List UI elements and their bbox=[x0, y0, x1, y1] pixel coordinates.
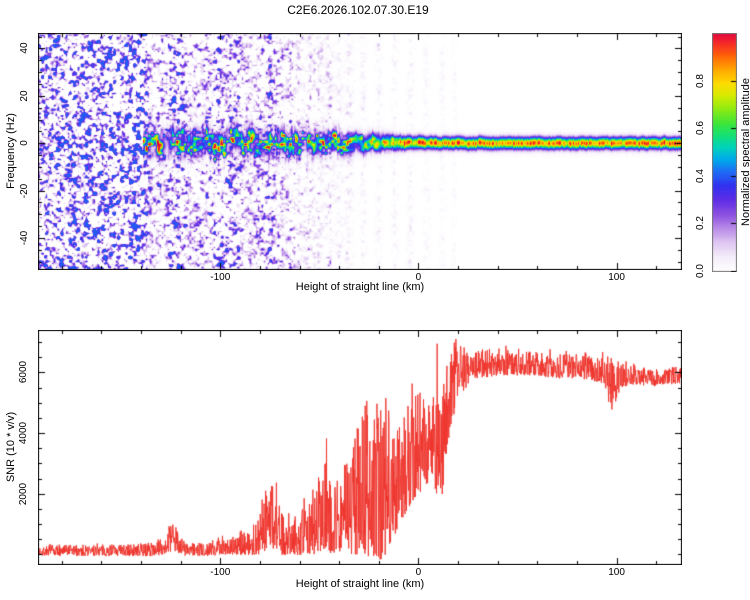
colorbar-tick-label: 0.6 bbox=[695, 121, 706, 136]
spectrogram-y-tick-label: 0 bbox=[19, 140, 30, 146]
snr-x-tick-label: -100 bbox=[210, 567, 231, 578]
spectrogram-x-tick-label: -100 bbox=[210, 272, 231, 283]
spectrogram-y-tick-label: -20 bbox=[19, 183, 30, 198]
snr-y-tick-label: 4000 bbox=[18, 421, 29, 445]
colorbar-tick-label: 0.8 bbox=[695, 73, 706, 88]
colorbar-canvas bbox=[712, 33, 737, 272]
spectrogram-x-axis-label: Height of straight line (km) bbox=[295, 281, 425, 293]
colorbar-tick-label: 0.2 bbox=[695, 216, 706, 231]
spectrogram-x-tick-label: 100 bbox=[608, 272, 625, 283]
snr-x-axis-label: Height of straight line (km) bbox=[295, 578, 425, 590]
snr-x-tick-label: 0 bbox=[415, 567, 422, 578]
page-title: C2E6.2026.102.07.30.E19 bbox=[287, 3, 429, 17]
spectrogram-y-tick-label: -40 bbox=[19, 230, 30, 246]
snr-y-tick-label: 6000 bbox=[18, 361, 29, 384]
snr-x-tick-label: 100 bbox=[608, 567, 625, 578]
colorbar-tick-label: 0.4 bbox=[695, 168, 706, 183]
snr-y-tick-label: 2000 bbox=[18, 482, 29, 505]
snr-y-axis-label: SNR (10 * v/v) bbox=[5, 411, 17, 483]
spectrogram-canvas bbox=[38, 33, 682, 270]
colorbar-axis-label: Normalized spectral amplitude bbox=[740, 78, 750, 226]
colorbar-tick-label: 0.0 bbox=[695, 264, 706, 278]
spectrogram-y-tick-label: 40 bbox=[19, 42, 30, 54]
snr-canvas bbox=[38, 330, 682, 565]
spectrogram-x-tick-label: 0 bbox=[415, 272, 422, 283]
spectrogram-y-axis-label: Frequency (Hz) bbox=[5, 113, 17, 189]
spectrogram-y-tick-label: 20 bbox=[19, 90, 30, 102]
